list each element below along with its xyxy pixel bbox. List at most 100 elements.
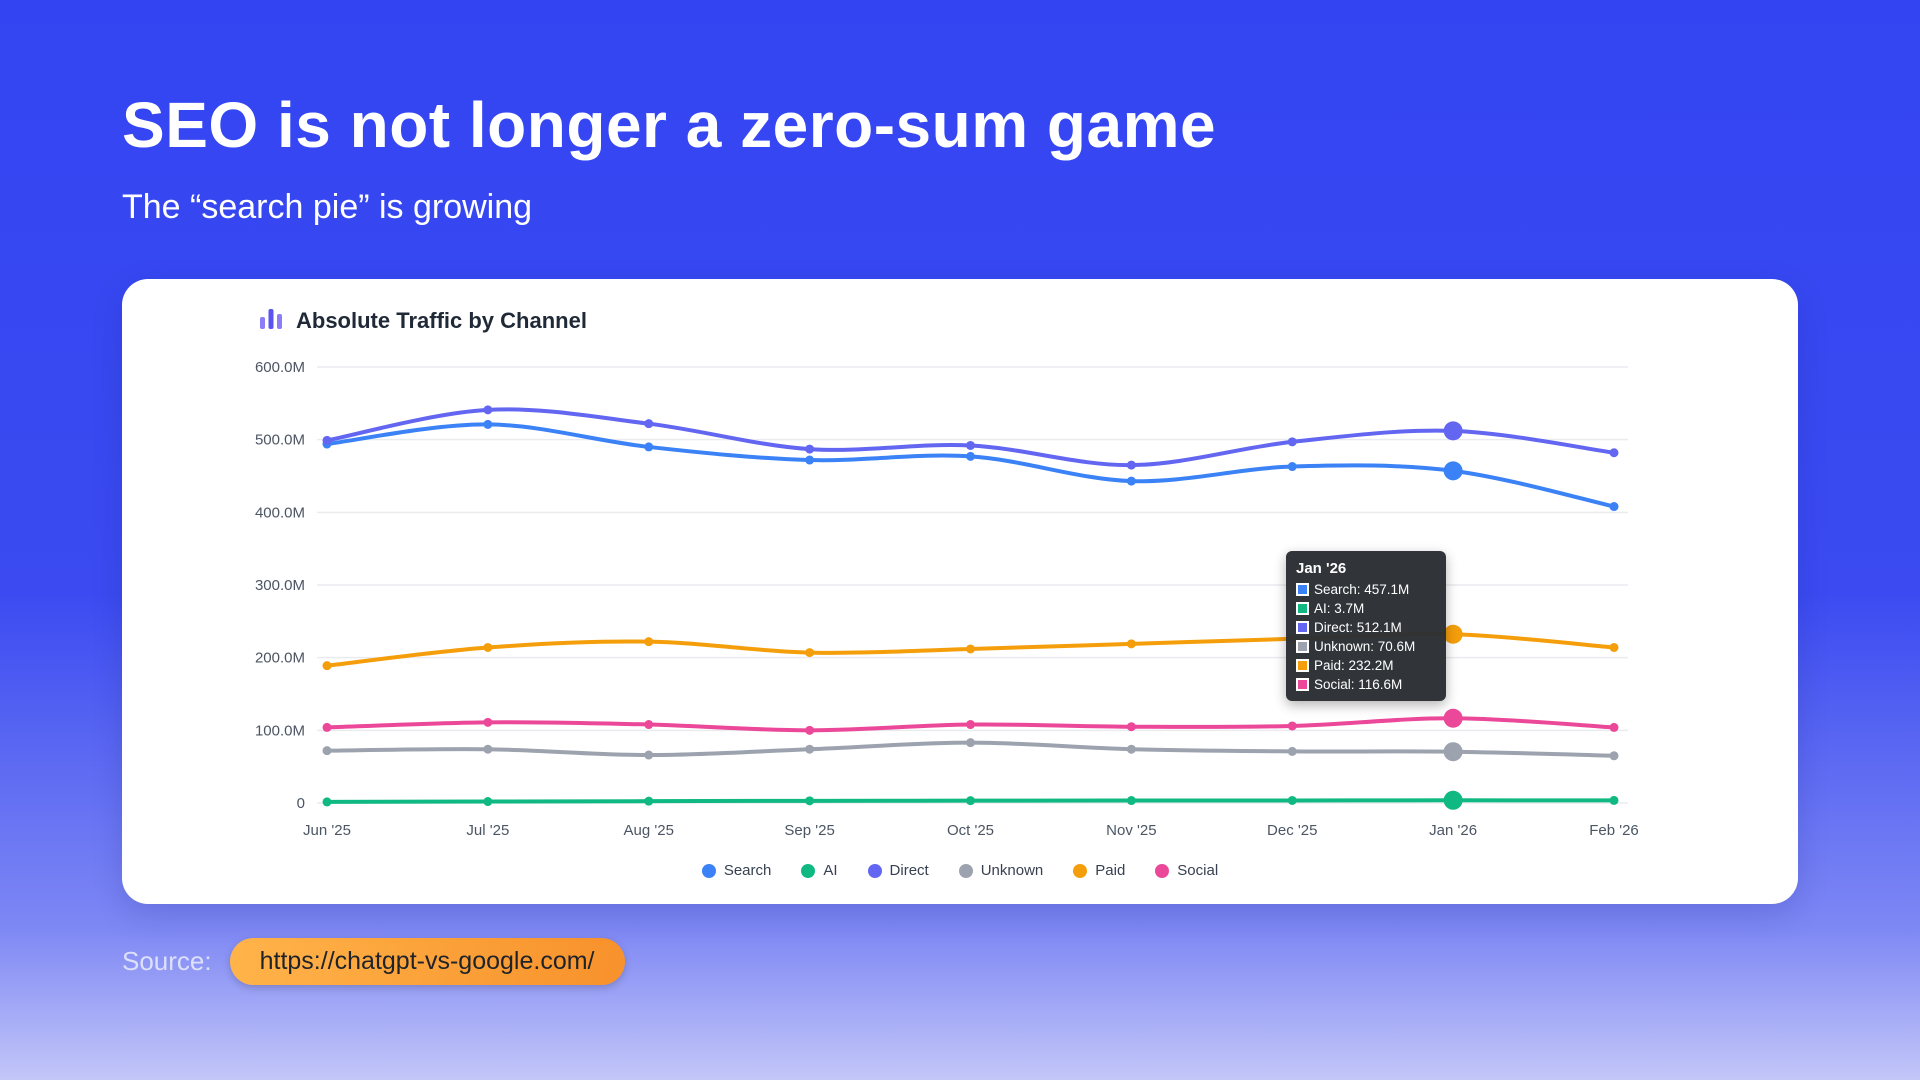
data-point-social[interactable] xyxy=(1443,709,1463,729)
tooltip-row-social: Social: 116.6M xyxy=(1296,677,1436,692)
legend-item-search[interactable]: Search xyxy=(701,862,772,880)
legend-dot xyxy=(1155,863,1170,878)
x-tick-label: Nov '25 xyxy=(1106,822,1156,839)
data-point-ai[interactable] xyxy=(1287,796,1297,806)
data-point-social[interactable] xyxy=(1126,722,1136,732)
legend-dot xyxy=(958,863,973,878)
data-point-paid[interactable] xyxy=(1126,639,1136,649)
legend-label: Direct xyxy=(889,862,929,880)
data-point-social[interactable] xyxy=(966,720,975,730)
series-line-search xyxy=(325,422,1616,509)
y-tick-label: 400.0M xyxy=(255,505,305,522)
data-point-search[interactable] xyxy=(966,452,975,462)
data-point-unknown[interactable] xyxy=(644,750,654,760)
data-point-direct[interactable] xyxy=(1443,421,1463,441)
tooltip-value: Search: 457.1M xyxy=(1314,582,1410,598)
source-row: Source: https://chatgpt-vs-google.com/ xyxy=(122,938,1798,986)
legend-label: AI xyxy=(823,862,838,880)
page-subtitle: The “search pie” is growing xyxy=(122,188,533,227)
legend-dot xyxy=(801,863,816,878)
legend-label: Search xyxy=(723,862,772,880)
data-point-social[interactable] xyxy=(483,718,493,728)
data-point-unknown[interactable] xyxy=(483,745,493,755)
y-tick-label: 500.0M xyxy=(255,432,305,449)
data-point-paid[interactable] xyxy=(483,643,493,653)
data-point-search[interactable] xyxy=(644,442,654,452)
data-point-social[interactable] xyxy=(1609,723,1619,733)
data-point-unknown[interactable] xyxy=(322,746,332,756)
y-tick-label: 0 xyxy=(297,795,305,812)
data-point-direct[interactable] xyxy=(644,419,654,429)
data-point-search[interactable] xyxy=(1609,502,1619,512)
data-point-search[interactable] xyxy=(805,455,815,465)
data-point-unknown[interactable] xyxy=(805,745,815,755)
x-tick-label: Feb '26 xyxy=(1589,822,1639,839)
data-point-direct[interactable] xyxy=(1126,460,1136,470)
data-point-ai[interactable] xyxy=(1609,796,1619,806)
data-point-direct[interactable] xyxy=(805,445,815,455)
data-point-direct[interactable] xyxy=(966,441,975,451)
data-point-ai[interactable] xyxy=(1126,796,1136,806)
legend-dot xyxy=(701,863,716,878)
data-point-paid[interactable] xyxy=(644,637,654,647)
data-point-search[interactable] xyxy=(1287,462,1297,472)
data-point-unknown[interactable] xyxy=(966,738,975,748)
data-point-unknown[interactable] xyxy=(1443,742,1463,762)
data-point-social[interactable] xyxy=(322,723,332,733)
page-title: SEO is not longer a zero-sum game xyxy=(122,89,1217,161)
chart-card: Absolute Traffic by Channel 0 100.0M 200.0… xyxy=(122,279,1798,905)
legend-item-paid[interactable]: Paid xyxy=(1073,862,1125,879)
legend-item-ai[interactable]: AI xyxy=(801,862,838,880)
tooltip-swatch xyxy=(1296,602,1309,616)
tooltip-value: Social: 116.6M xyxy=(1314,677,1403,693)
data-point-social[interactable] xyxy=(805,726,815,736)
traffic-line-chart[interactable]: 0 100.0M 200.0M 300.0M 400.0M 500.0M 600.0M Jun… xyxy=(122,343,1798,855)
data-point-ai[interactable] xyxy=(966,796,975,806)
data-point-social[interactable] xyxy=(644,720,654,730)
legend-label: Unknown xyxy=(980,862,1044,880)
legend-item-direct[interactable]: Direct xyxy=(867,862,929,880)
x-tick-label: Jul '25 xyxy=(466,822,509,839)
legend-item-unknown[interactable]: Unknown xyxy=(958,862,1044,880)
data-point-ai[interactable] xyxy=(644,797,654,807)
x-tick-label: Dec '25 xyxy=(1267,822,1317,839)
data-point-search[interactable] xyxy=(1126,476,1136,486)
tooltip-row-ai: AI: 3.7M xyxy=(1296,601,1436,616)
legend-label: Paid xyxy=(1095,862,1126,880)
tooltip-row-paid: Paid: 232.2M xyxy=(1296,658,1436,673)
data-point-unknown[interactable] xyxy=(1287,747,1297,757)
legend-dot xyxy=(867,863,882,878)
x-tick-label: Jun '25 xyxy=(303,822,351,839)
data-point-search[interactable] xyxy=(483,420,493,430)
tooltip-swatch xyxy=(1296,678,1309,692)
source-link[interactable]: https://chatgpt-vs-google.com/ xyxy=(229,938,625,986)
tooltip-swatch xyxy=(1296,659,1309,673)
data-point-ai[interactable] xyxy=(322,797,332,807)
data-point-ai[interactable] xyxy=(805,796,815,806)
tooltip-value: Paid: 232.2M xyxy=(1314,658,1394,674)
data-point-ai[interactable] xyxy=(1443,791,1463,811)
legend-item-social[interactable]: Social xyxy=(1155,862,1218,879)
chart-legend: Search AI Direct Unknown Paid Social xyxy=(122,862,1798,879)
data-point-direct[interactable] xyxy=(1609,448,1619,458)
source-label: Source: xyxy=(122,946,212,977)
y-tick-label: 600.0M xyxy=(255,359,305,376)
data-point-paid[interactable] xyxy=(805,648,815,658)
tooltip-row-search: Search: 457.1M xyxy=(1296,582,1436,597)
data-point-paid[interactable] xyxy=(1443,625,1463,645)
data-point-unknown[interactable] xyxy=(1609,751,1619,761)
data-point-paid[interactable] xyxy=(1609,643,1619,653)
data-point-search[interactable] xyxy=(1443,461,1463,481)
y-tick-label: 100.0M xyxy=(255,723,305,740)
data-point-paid[interactable] xyxy=(966,644,975,654)
data-point-unknown[interactable] xyxy=(1126,745,1136,755)
data-point-direct[interactable] xyxy=(1287,437,1297,447)
data-point-social[interactable] xyxy=(1287,721,1297,731)
y-tick-label: 300.0M xyxy=(255,577,305,594)
data-point-ai[interactable] xyxy=(483,797,493,807)
data-point-paid[interactable] xyxy=(322,661,332,671)
data-point-direct[interactable] xyxy=(322,436,332,446)
data-point-direct[interactable] xyxy=(483,405,493,415)
tooltip-value: AI: 3.7M xyxy=(1314,601,1365,617)
